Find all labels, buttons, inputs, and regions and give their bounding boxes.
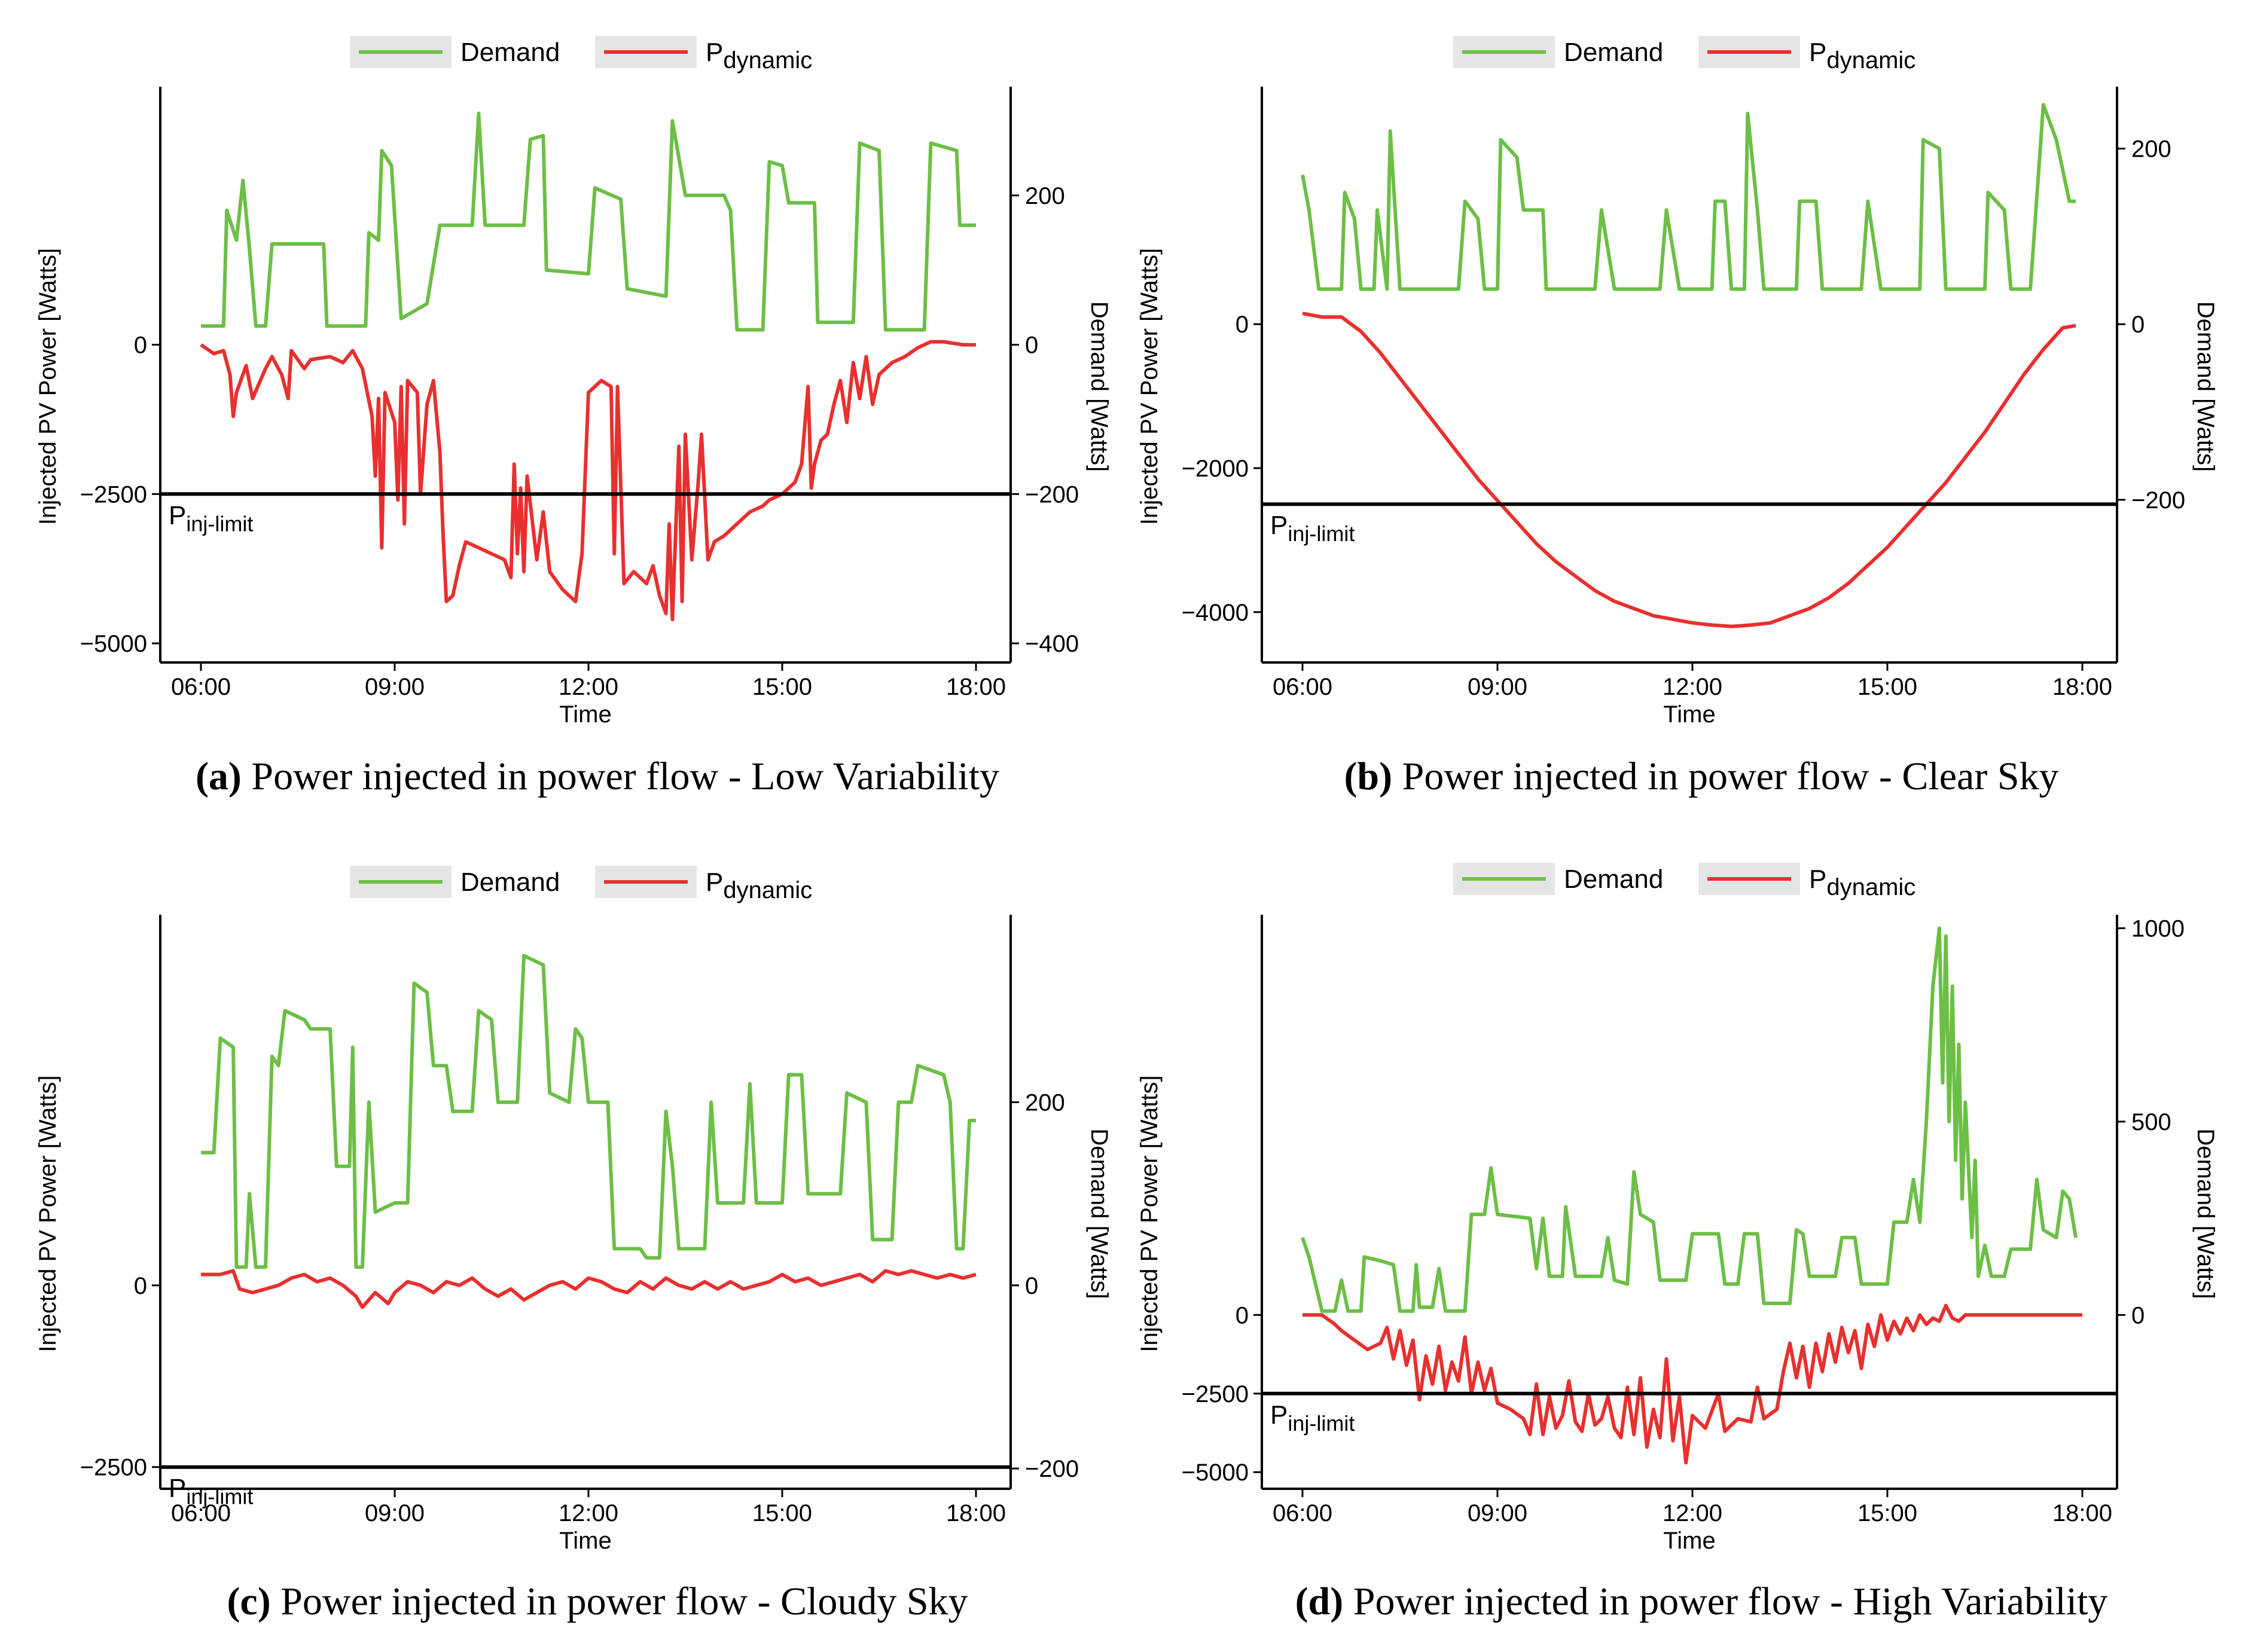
panel-caption: (c) Power injected in power flow - Cloud… bbox=[227, 1580, 968, 1623]
x-tick-label: 09:00 bbox=[365, 1500, 425, 1526]
x-tick-label: 15:00 bbox=[1857, 1500, 1917, 1526]
x-tick-label: 06:00 bbox=[1273, 1500, 1332, 1526]
demand-line bbox=[201, 954, 976, 1269]
legend-demand-label: Demand bbox=[1564, 865, 1663, 894]
legend: Demand Pdynamic bbox=[350, 36, 812, 74]
y-left-tick-label: −4000 bbox=[1182, 600, 1249, 626]
y-left-tick-label: 0 bbox=[134, 332, 147, 359]
legend-pdynamic-label: Pdynamic bbox=[706, 38, 812, 74]
injection-limit-label: Pinj-limit bbox=[169, 1474, 253, 1509]
x-tick-label: 18:00 bbox=[946, 1500, 1006, 1526]
legend: Demand Pdynamic bbox=[1453, 36, 1915, 74]
y-right-tick-label: 1000 bbox=[2131, 916, 2185, 942]
x-tick-label: 15:00 bbox=[1857, 674, 1917, 700]
y-right-tick-label: 0 bbox=[2131, 1302, 2145, 1329]
y-right-tick-label: −200 bbox=[2131, 487, 2185, 514]
x-axis-label: Time bbox=[559, 1528, 611, 1554]
demand-line bbox=[1301, 926, 2078, 1313]
demand-line bbox=[1301, 103, 2076, 291]
legend-pdynamic-label: Pdynamic bbox=[706, 868, 812, 903]
x-tick-label: 06:00 bbox=[171, 674, 231, 700]
injection-limit-label: Pinj-limit bbox=[169, 500, 253, 536]
y-left-tick-label: −2500 bbox=[80, 1455, 147, 1481]
x-tick-label: 12:00 bbox=[1663, 1500, 1722, 1526]
legend: Demand Pdynamic bbox=[350, 866, 812, 903]
y-left-axis-label: Injected PV Power [Watts] bbox=[1136, 1075, 1163, 1352]
y-right-tick-label: −400 bbox=[1025, 631, 1079, 657]
y-right-tick-label: 200 bbox=[1025, 1089, 1065, 1116]
legend-pdynamic-label: Pdynamic bbox=[1809, 38, 1915, 74]
panel-caption: (a) Power injected in power flow - Low V… bbox=[196, 755, 999, 798]
y-left-tick-label: −2500 bbox=[1182, 1381, 1249, 1407]
pdynamic-line bbox=[201, 1269, 977, 1309]
y-left-tick-label: 0 bbox=[1236, 312, 1249, 338]
y-left-tick-label: −2500 bbox=[80, 481, 147, 508]
x-tick-label: 06:00 bbox=[171, 1500, 231, 1526]
y-right-tick-label: 0 bbox=[2131, 312, 2145, 338]
pdynamic-line bbox=[1303, 1303, 2082, 1465]
legend-demand-label: Demand bbox=[460, 868, 560, 897]
y-left-axis-label: Injected PV Power [Watts] bbox=[1136, 248, 1163, 525]
x-tick-label: 09:00 bbox=[1468, 674, 1527, 700]
y-right-axis-label: Demand [Watts] bbox=[1086, 301, 1112, 472]
legend-pdynamic-label: Pdynamic bbox=[1809, 865, 1915, 900]
x-tick-label: 12:00 bbox=[1663, 674, 1722, 700]
x-tick-label: 15:00 bbox=[752, 674, 812, 700]
y-right-tick-label: 0 bbox=[1025, 332, 1038, 359]
x-axis-label: Time bbox=[1663, 701, 1715, 728]
x-tick-label: 12:00 bbox=[559, 1500, 618, 1526]
y-left-tick-label: 0 bbox=[1236, 1302, 1249, 1329]
y-left-axis-label: Injected PV Power [Watts] bbox=[35, 1075, 61, 1352]
x-tick-label: 09:00 bbox=[365, 674, 425, 700]
x-axis-label: Time bbox=[559, 701, 611, 728]
y-right-tick-label: 0 bbox=[1025, 1273, 1038, 1299]
x-tick-label: 18:00 bbox=[946, 674, 1006, 700]
x-tick-label: 06:00 bbox=[1273, 674, 1332, 700]
legend-demand-label: Demand bbox=[1564, 38, 1663, 67]
pdynamic-line bbox=[1302, 312, 2076, 628]
y-left-tick-label: −5000 bbox=[1182, 1459, 1249, 1486]
y-right-tick-label: 200 bbox=[1025, 183, 1065, 209]
y-right-tick-label: −200 bbox=[1025, 481, 1079, 508]
panel-caption: (d) Power injected in power flow - High … bbox=[1295, 1580, 2108, 1623]
x-axis-label: Time bbox=[1663, 1528, 1715, 1554]
y-left-tick-label: −2000 bbox=[1182, 456, 1249, 482]
y-left-tick-label: 0 bbox=[134, 1273, 147, 1299]
panel-d: 06:00 09:00 12:00 15:00 18:00 Time 0 −2500 −5000… bbox=[1136, 863, 2219, 1623]
injection-limit-label: Pinj-limit bbox=[1270, 1400, 1355, 1436]
panel-b: 06:00 09:00 12:00 15:00 18:00Time0−2000−4000… bbox=[1136, 36, 2219, 798]
injection-limit-label: Pinj-limit bbox=[1270, 511, 1355, 546]
panel-c: 06:00 09:00 12:00 15:00 18:00 Time 0 −2500 Injec… bbox=[35, 866, 1112, 1623]
x-tick-label: 09:00 bbox=[1468, 1500, 1527, 1526]
y-left-axis-label: Injected PV Power [Watts] bbox=[35, 248, 61, 525]
y-left-tick-label: −5000 bbox=[80, 631, 147, 657]
y-right-tick-label: 500 bbox=[2131, 1109, 2171, 1135]
y-right-axis-label: Demand [Watts] bbox=[2192, 1128, 2219, 1299]
y-right-tick-label: −200 bbox=[1025, 1456, 1079, 1482]
pdynamic-line bbox=[200, 340, 976, 622]
legend: Demand Pdynamic bbox=[1453, 863, 1915, 900]
y-right-axis-label: Demand [Watts] bbox=[2192, 301, 2219, 472]
y-right-tick-label: 200 bbox=[2131, 136, 2171, 162]
x-tick-label: 15:00 bbox=[752, 1500, 812, 1526]
y-right-axis-label: Demand [Watts] bbox=[1086, 1128, 1112, 1299]
demand-line bbox=[201, 111, 976, 332]
x-tick-label: 18:00 bbox=[2052, 1500, 2112, 1526]
x-tick-label: 12:00 bbox=[559, 674, 618, 700]
legend-demand-label: Demand bbox=[460, 38, 560, 67]
panel-a: 06:00 09:00 12:00 15:00 18:00 Time 0 −2500 −5000… bbox=[35, 36, 1112, 798]
panel-caption: (b) Power injected in power flow - Clear… bbox=[1344, 755, 2058, 798]
x-tick-label: 18:00 bbox=[2052, 674, 2112, 700]
